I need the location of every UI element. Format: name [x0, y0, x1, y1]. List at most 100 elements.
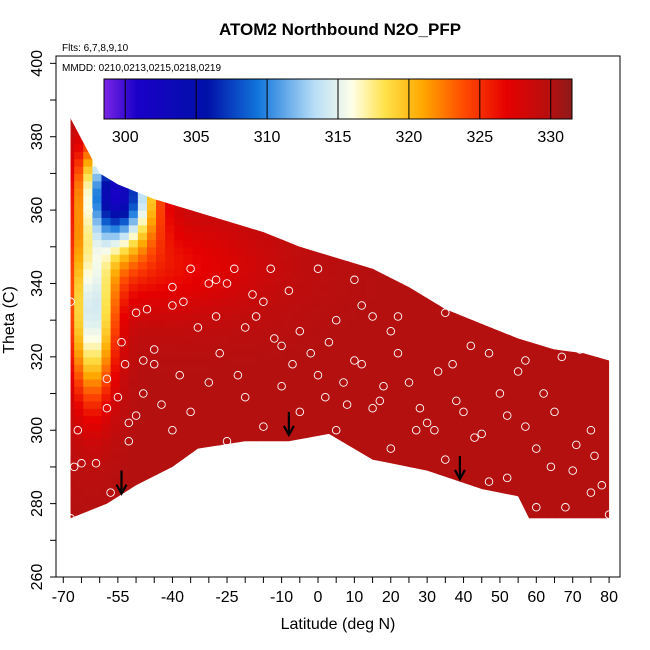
heatmap-cell-3558: [583, 386, 594, 395]
heatmap-cell-661: [146, 158, 157, 167]
heatmap-cell-926: [192, 452, 203, 461]
heatmap-cell-1797: [319, 327, 330, 336]
heatmap-cell-205: [83, 371, 93, 380]
heatmap-cell-3544: [583, 488, 594, 497]
heatmap-cell-2962: [492, 283, 503, 292]
heatmap-cell-62: [65, 526, 75, 534]
heatmap-cell-521: [128, 290, 139, 299]
heatmap-cell-502: [128, 430, 139, 439]
heatmap-cell-1212: [228, 144, 239, 152]
heatmap-cell-939: [192, 356, 203, 365]
heatmap-cell-1144: [219, 195, 230, 204]
sample-point-105: [248, 290, 257, 299]
heatmap-cell-291: [92, 188, 103, 197]
heatmap-cell-1374: [256, 298, 266, 307]
heatmap-cell-1135: [219, 261, 230, 270]
heatmap-cell-1281: [247, 533, 257, 541]
heatmap-cell-2726: [456, 224, 466, 233]
sample-point-11: [131, 308, 141, 318]
heatmap-cell-2968: [492, 239, 503, 248]
heatmap-cell-3174: [529, 518, 539, 526]
heatmap-cell-2429: [410, 166, 421, 175]
heatmap-cell-2137: [374, 518, 384, 526]
heatmap-cell-1109: [219, 452, 230, 461]
heatmap-cell-3388: [556, 290, 567, 299]
heatmap-cell-798: [174, 496, 184, 505]
heatmap-cell-3276: [538, 217, 548, 226]
heatmap-cell-2605: [438, 217, 448, 226]
heatmap-cell-2277: [392, 386, 403, 395]
heatmap-cell-97: [70, 268, 75, 277]
heatmap-cell-1544: [283, 393, 294, 402]
heatmap-cell-3395: [556, 239, 567, 248]
heatmap-cell-811: [174, 400, 184, 409]
heatmap-cell-1368: [256, 342, 266, 351]
heatmap-cell-1333: [247, 151, 257, 160]
heatmap-cell-3648: [592, 173, 603, 182]
heatmap-cell-217: [83, 283, 93, 292]
heatmap-cell-3453: [565, 261, 576, 270]
heatmap-cell-2064: [356, 158, 366, 167]
heatmap-cell-330: [101, 349, 112, 358]
heatmap-cell-1805: [319, 268, 330, 277]
heatmap-cell-108: [70, 188, 75, 197]
heatmap-cell-3195: [529, 364, 539, 373]
heatmap-cell-1490: [274, 342, 285, 351]
heatmap-cell-2386: [410, 481, 421, 490]
heatmap-cell-6: [56, 489, 66, 497]
heatmap-cell-1423: [265, 386, 275, 395]
heatmap-cell-1235: [237, 422, 248, 431]
heatmap-cell-1468: [274, 503, 285, 512]
heatmap-cell-684: [156, 437, 166, 446]
heatmap-cell-3464: [565, 180, 576, 189]
heatmap-cell-3463: [565, 188, 576, 197]
sample-point-95: [575, 345, 585, 354]
sample-point-36: [222, 436, 232, 446]
heatmap-cell-619: [146, 466, 157, 475]
heatmap-cell-755: [165, 364, 175, 373]
heatmap-cell-2946: [492, 400, 503, 409]
heatmap-cell-1994: [347, 224, 357, 233]
heatmap-cell-895: [183, 232, 194, 241]
heatmap-cell-2816: [474, 459, 485, 468]
heatmap-cell-1695: [301, 180, 312, 189]
heatmap-cell-1727: [310, 393, 321, 402]
heatmap-cell-3593: [583, 129, 594, 138]
heatmap-cell-812: [174, 393, 184, 402]
heatmap-cell-1758: [310, 166, 321, 175]
heatmap-cell-3763: [611, 225, 621, 233]
heatmap-cell-2552: [428, 158, 439, 167]
heatmap-cell-3175: [529, 510, 539, 519]
heatmap-cell-457: [119, 312, 130, 321]
heatmap-cell-1007: [201, 305, 212, 314]
heatmap-cell-1531: [283, 488, 294, 497]
heatmap-cell-3602: [592, 510, 603, 519]
heatmap-cell-234: [83, 158, 93, 167]
heatmap-cell-2023: [356, 459, 366, 468]
heatmap-cell-3400: [556, 202, 567, 211]
heatmap-cell-2179: [374, 210, 385, 219]
heatmap-cell-916: [192, 526, 202, 534]
heatmap-cell-473: [119, 195, 130, 204]
heatmap-cell-953: [192, 254, 203, 263]
heatmap-cell-167: [74, 202, 84, 211]
heatmap-cell-3205: [529, 290, 539, 299]
heatmap-cell-1091: [210, 136, 221, 145]
heatmap-cell-3539: [584, 526, 594, 534]
heatmap-cell-2384: [410, 496, 421, 505]
heatmap-cell-873: [183, 393, 194, 402]
heatmap-cell-1581: [283, 122, 294, 130]
heatmap-cell-2632: [447, 466, 457, 475]
heatmap-cell-3206: [529, 283, 539, 292]
colorbar-tick-label-6: 330: [537, 129, 564, 146]
heatmap-cell-866: [183, 444, 194, 453]
heatmap-cell-665: [146, 129, 157, 138]
sample-point-66: [433, 367, 443, 376]
heatmap-cell-2793: [465, 180, 476, 189]
heatmap-cell-3646: [592, 188, 603, 197]
heatmap-cell-2187: [374, 151, 385, 160]
heatmap-cell-882: [183, 327, 194, 336]
heatmap-cell-3766: [611, 203, 621, 211]
y-tick-label-7: 400: [29, 50, 46, 77]
heatmap-cell-894: [183, 239, 194, 248]
